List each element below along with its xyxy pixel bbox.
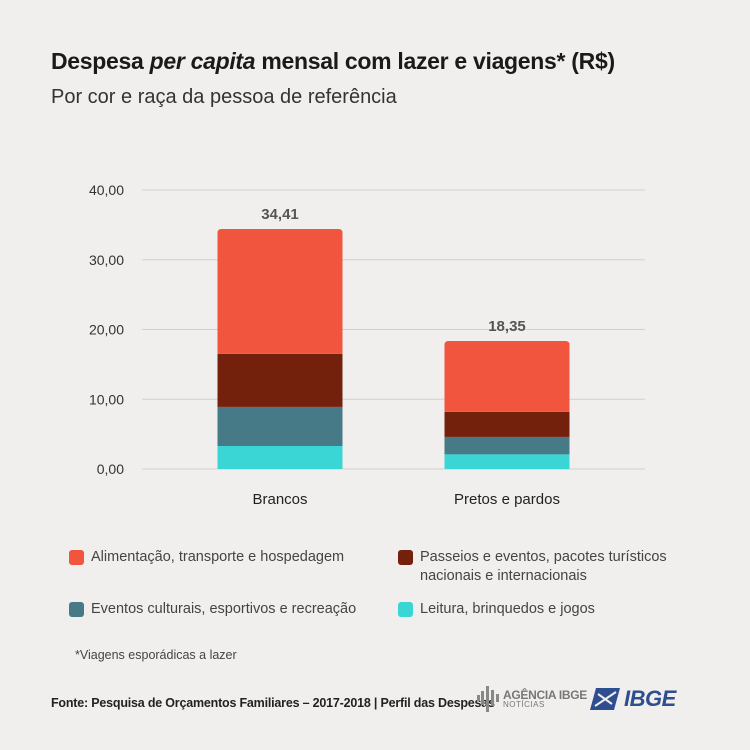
legend-label: Passeios e eventos, pacotes turísticos n… [420, 549, 667, 584]
category-label: Brancos [252, 491, 307, 508]
bar-segment [217, 228, 343, 354]
source-note: Fonte: Pesquisa de Orçamentos Familiares… [51, 696, 495, 710]
y-tick-label: 30,00 [89, 252, 124, 268]
ibge-wordmark: IBGE [624, 686, 676, 711]
stacked-bar-chart: 0,00 10,00 20,00 30,00 40,00 34,41 Brancos 18,3… [89, 182, 645, 508]
legend-swatch [398, 550, 413, 565]
agencia-line2: NOTÍCIAS [503, 700, 545, 709]
bar-segment [444, 454, 570, 469]
legend-item-passeios: Passeios e eventos, pacotes turísticos n… [398, 548, 698, 586]
agencia-ibge-logo: AGÊNCIA IBGE NOTÍCIAS [477, 686, 587, 712]
legend-label: Alimentação, transporte e hospedagem [91, 549, 345, 565]
bar-segment [444, 411, 570, 437]
ibge-logo-icon [590, 688, 620, 710]
y-tick-label: 10,00 [89, 391, 124, 407]
legend-label: Leitura, brinquedos e jogos [420, 601, 595, 617]
total-label: 34,41 [261, 206, 299, 223]
legend-label: Eventos culturais, esportivos e recreaçã… [91, 601, 357, 617]
footnote: *Viagens esporádicas a lazer [75, 648, 237, 662]
bar-segment [217, 353, 343, 407]
bar-segment [444, 341, 570, 412]
legend-swatch [398, 602, 413, 617]
agencia-logo-icon [477, 686, 499, 712]
total-label: 18,35 [488, 318, 526, 335]
legend-swatch [69, 602, 84, 617]
legend-swatch [69, 550, 84, 565]
bar-segment [217, 406, 343, 446]
title-emphasis: per capita [149, 48, 256, 74]
bar-segment [444, 436, 570, 455]
chart-title: Despesa per capita mensal com lazer e vi… [51, 48, 615, 74]
agencia-line1: AGÊNCIA IBGE [503, 688, 587, 702]
bar-segment [217, 445, 343, 469]
legend-item-eventos: Eventos culturais, esportivos e recreaçã… [69, 600, 379, 619]
ibge-logo: IBGE [590, 686, 676, 712]
chart-subtitle: Por cor e raça da pessoa de referência [51, 86, 397, 108]
y-tick-label: 20,00 [89, 322, 124, 338]
y-tick-label: 0,00 [97, 461, 124, 477]
legend-item-alimentacao: Alimentação, transporte e hospedagem [69, 548, 369, 567]
y-tick-label: 40,00 [89, 182, 124, 198]
category-label: Pretos e pardos [454, 491, 560, 508]
legend-item-leitura: Leitura, brinquedos e jogos [398, 600, 698, 619]
